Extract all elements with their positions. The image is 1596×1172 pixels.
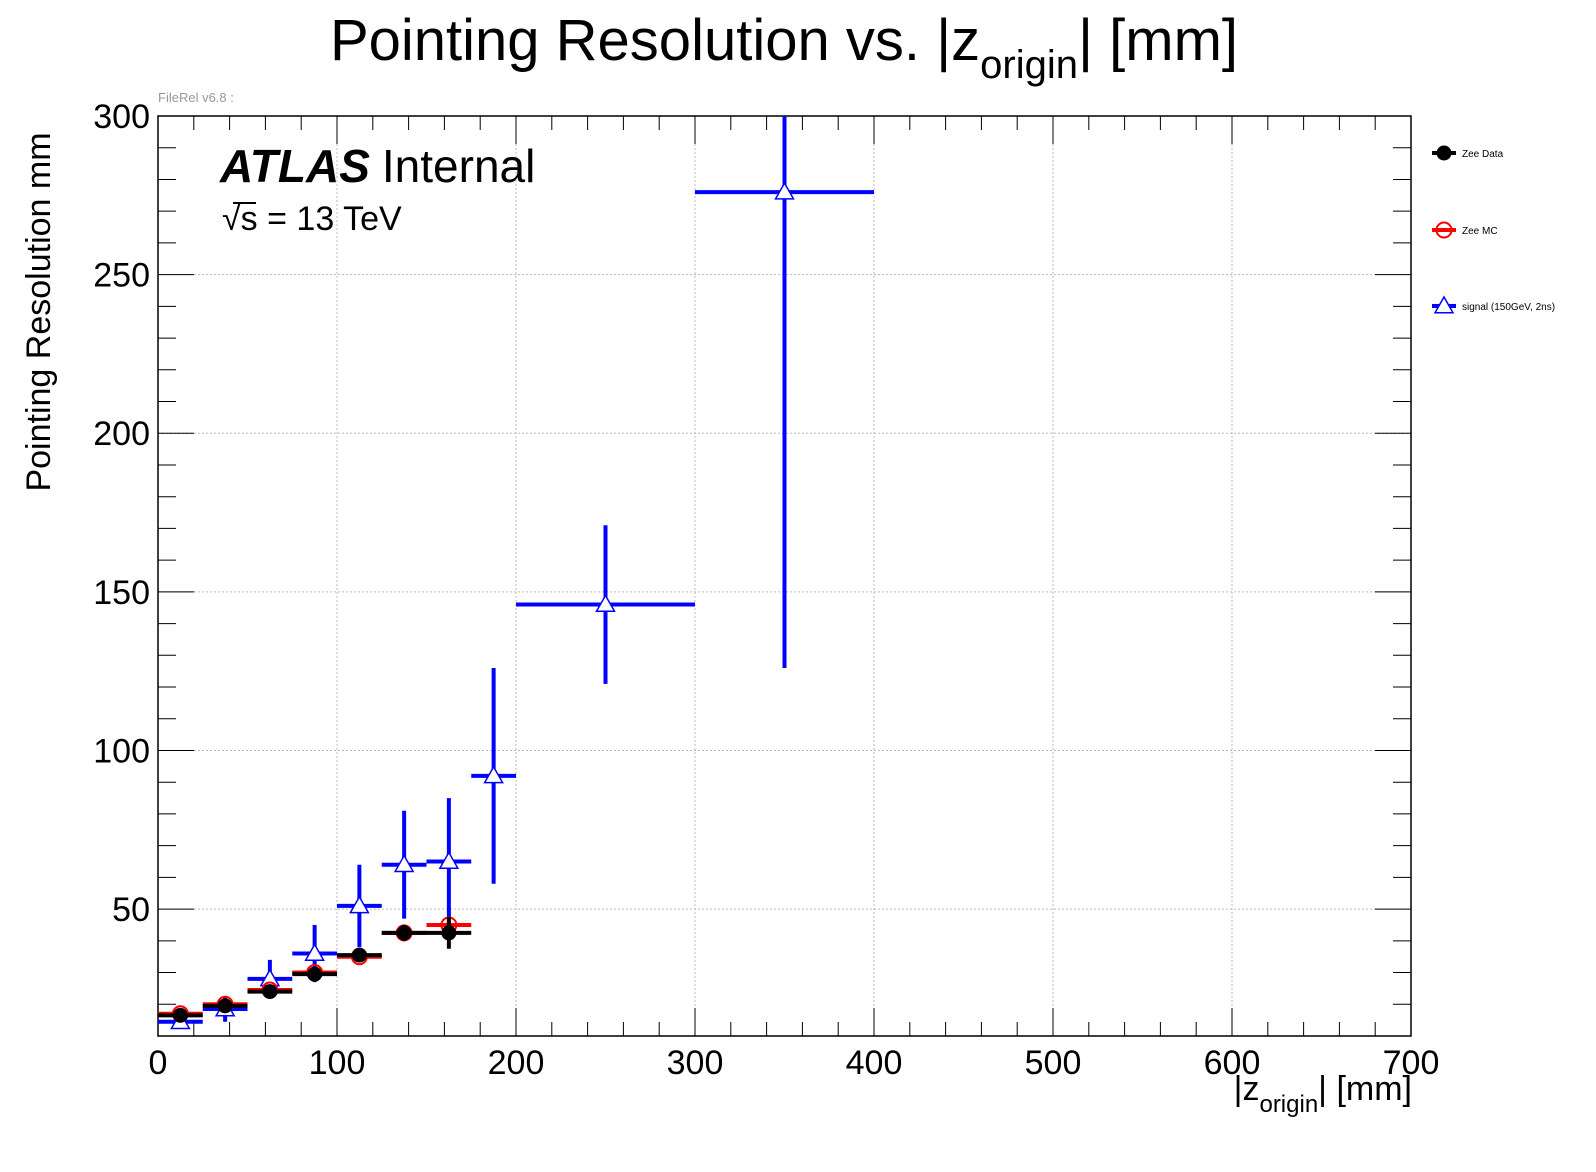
data-point-marker — [438, 851, 460, 870]
legend-label: signal (150GeV, 2ns) — [1462, 302, 1555, 313]
file-label: FileRel v6.8 : — [158, 90, 234, 105]
legend-item: signal (150GeV, 2ns) — [1432, 295, 1555, 314]
x-tick-label: 0 — [149, 1044, 168, 1082]
x-axis-label-tail: | [mm] — [1318, 1070, 1412, 1108]
sqrt-symbol: √ — [222, 200, 241, 238]
chart-title: Pointing Resolution vs. |zorigin| [mm] — [330, 8, 1238, 87]
x-axis-label-main: |z — [1234, 1070, 1260, 1108]
x-tick-label: 300 — [667, 1044, 724, 1082]
data-point-marker — [351, 947, 367, 963]
y-tick-label: 150 — [93, 574, 150, 612]
data-point-marker — [483, 765, 504, 784]
y-tick-label: 100 — [93, 732, 150, 770]
data-point-marker — [774, 181, 795, 200]
data-point-marker — [262, 984, 278, 1000]
atlas-bold: ATLAS — [219, 140, 370, 192]
data-point-marker — [217, 998, 233, 1014]
data-point-marker — [304, 943, 325, 962]
x-tick-label: 200 — [488, 1044, 545, 1082]
legend-marker — [1433, 295, 1455, 314]
y-tick-label: 250 — [93, 257, 150, 295]
data-point-marker — [595, 594, 616, 613]
legend-marker — [1435, 221, 1453, 239]
y-tick-label: 300 — [93, 98, 150, 136]
x-tick-label: 500 — [1025, 1044, 1082, 1082]
data-point-marker — [396, 925, 412, 941]
y-axis-label: Pointing Resolution mm — [20, 132, 58, 491]
x-tick-label: 100 — [309, 1044, 366, 1082]
data-point-marker — [307, 966, 323, 982]
legend-item: Zee Data — [1432, 145, 1504, 161]
tick-labels: 0 100 200 300 400 500 600 700 50 100 150 200 250 300 — [93, 98, 1439, 1082]
chart-title-tail: | [mm] — [1078, 8, 1238, 73]
legend-marker — [1436, 145, 1452, 161]
axis-ticks — [157, 115, 1412, 1037]
energy-label: √s = 13 TeV — [222, 200, 402, 238]
chart-title-main: Pointing Resolution vs. |z — [330, 8, 980, 73]
x-tick-label: 600 — [1204, 1044, 1261, 1082]
x-tick-label: 700 — [1383, 1044, 1440, 1082]
data-series — [158, 116, 874, 1030]
data-point-marker — [441, 925, 457, 941]
legend-label: Zee Data — [1462, 149, 1504, 160]
series-zee-data — [158, 917, 472, 1023]
series-signal-150gev-2ns- — [158, 116, 874, 1030]
x-axis-label: |zorigin| [mm] — [1234, 1070, 1412, 1118]
data-point-marker — [172, 1007, 188, 1023]
x-tick-label: 400 — [846, 1044, 903, 1082]
legend-item: Zee MC — [1432, 221, 1498, 239]
data-point-marker — [349, 895, 370, 914]
legend-label: Zee MC — [1462, 226, 1498, 237]
x-axis-label-sub: origin — [1259, 1091, 1318, 1118]
y-tick-label: 50 — [112, 891, 150, 929]
energy-text: s = 13 TeV — [241, 200, 402, 238]
y-tick-label: 200 — [93, 415, 150, 453]
legend: Zee Data Zee MC signal (150GeV, 2ns) — [1432, 145, 1555, 314]
atlas-label: ATLAS Internal — [219, 140, 535, 192]
chart-title-subscript: origin — [980, 43, 1078, 87]
atlas-internal: Internal — [382, 140, 535, 192]
data-point-marker — [393, 854, 415, 873]
